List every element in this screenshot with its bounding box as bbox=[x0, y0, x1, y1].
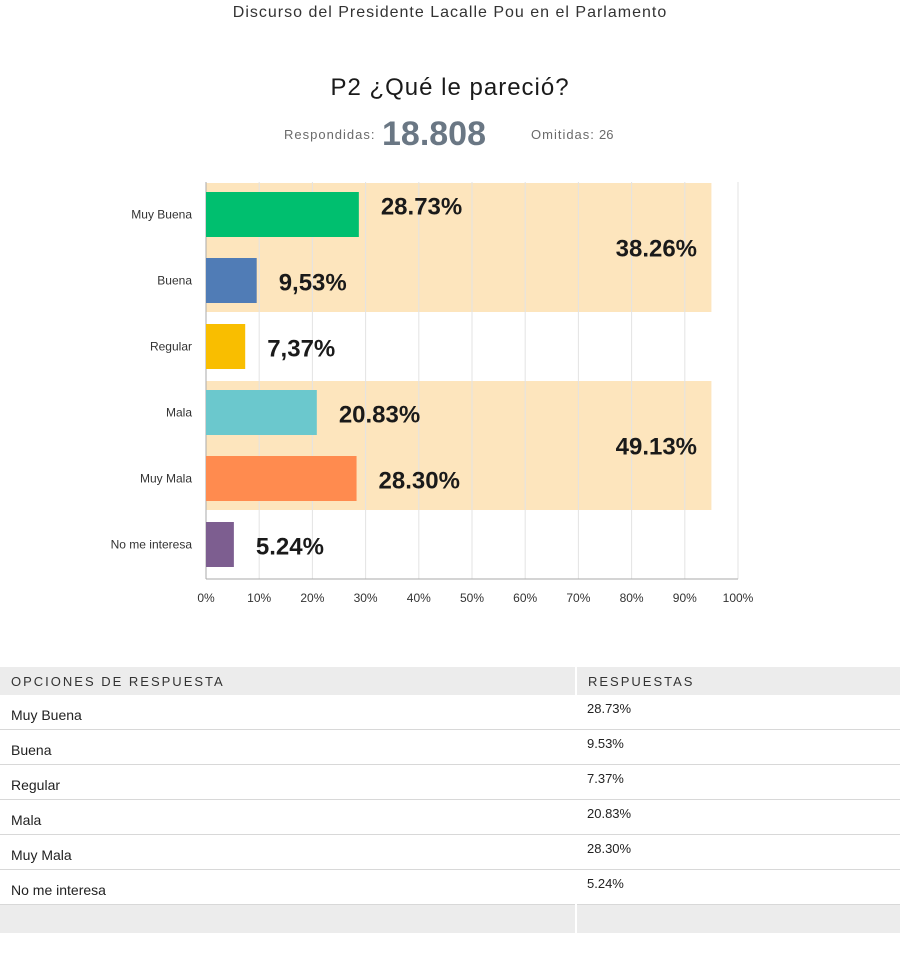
x-tick-label: 40% bbox=[407, 591, 431, 605]
table-row: No me interesa 5.24% bbox=[0, 869, 900, 905]
response-cell: 20.83% bbox=[576, 799, 900, 835]
bar bbox=[206, 192, 359, 237]
category-label: Muy Buena bbox=[131, 208, 192, 222]
bar bbox=[206, 258, 257, 303]
skipped-label: Omitidas: bbox=[531, 127, 595, 142]
answered-label: Respondidas: bbox=[284, 127, 376, 142]
table-row: Mala 20.83% bbox=[0, 799, 900, 835]
x-tick-label: 90% bbox=[673, 591, 697, 605]
bar bbox=[206, 324, 246, 369]
option-cell: Regular bbox=[0, 764, 576, 800]
survey-title: Discurso del Presidente Lacalle Pou en e… bbox=[232, 4, 668, 21]
bar bbox=[206, 456, 357, 501]
x-tick-label: 60% bbox=[513, 591, 537, 605]
option-cell: Mala bbox=[0, 799, 576, 835]
data-label: 7,37% bbox=[267, 336, 335, 363]
response-cell: 28.73% bbox=[576, 695, 900, 730]
header-responses: RESPUESTAS bbox=[575, 667, 900, 695]
x-tick-label: 20% bbox=[300, 591, 324, 605]
header-options: OPCIONES DE RESPUESTA bbox=[0, 667, 576, 695]
table-footer-row bbox=[0, 904, 900, 933]
answered-count: 18.808 bbox=[382, 115, 486, 153]
option-cell: Muy Buena bbox=[0, 695, 576, 730]
response-cell: 7.37% bbox=[576, 764, 900, 800]
bar bbox=[206, 390, 317, 435]
category-label: No me interesa bbox=[111, 538, 193, 552]
x-tick-label: 70% bbox=[566, 591, 590, 605]
bar bbox=[206, 522, 234, 567]
bar-chart: 0% 10% 20% 30% 40% 50% 60% 70% 80% 90% 100% Muy Bue… bbox=[111, 182, 754, 605]
category-label: Buena bbox=[157, 274, 192, 288]
response-cell: 28.30% bbox=[576, 834, 900, 870]
footer-cell bbox=[575, 904, 900, 933]
response-cell: 9.53% bbox=[576, 729, 900, 765]
option-cell: Muy Mala bbox=[0, 834, 576, 870]
skipped-count: 26 bbox=[599, 127, 614, 142]
question-title: P2 ¿Qué le pareció? bbox=[330, 74, 570, 101]
table-row: Muy Mala 28.30% bbox=[0, 834, 900, 870]
table-header-row: OPCIONES DE RESPUESTA RESPUESTAS bbox=[0, 667, 900, 695]
group-total-label: 38.26% bbox=[616, 236, 697, 263]
x-tick-label: 10% bbox=[247, 591, 271, 605]
table-row: Regular 7.37% bbox=[0, 764, 900, 800]
x-tick-label: 0% bbox=[197, 591, 215, 605]
category-label: Mala bbox=[166, 406, 192, 420]
x-tick-label: 80% bbox=[620, 591, 644, 605]
data-label: 28.30% bbox=[379, 468, 460, 495]
table-row: Muy Buena 28.73% bbox=[0, 695, 900, 730]
table-row: Buena 9.53% bbox=[0, 729, 900, 765]
group-total-label: 49.13% bbox=[616, 434, 697, 461]
footer-cell bbox=[0, 904, 576, 933]
category-label: Muy Mala bbox=[140, 472, 192, 486]
x-tick-label: 50% bbox=[460, 591, 484, 605]
option-cell: Buena bbox=[0, 729, 576, 765]
data-label: 20.83% bbox=[339, 402, 420, 429]
option-cell: No me interesa bbox=[0, 869, 576, 905]
x-tick-label: 100% bbox=[723, 591, 754, 605]
answers-table: OPCIONES DE RESPUESTA RESPUESTAS Muy Bue… bbox=[0, 667, 900, 933]
response-stats: Respondidas: 18.808 Omitidas: 26 bbox=[0, 115, 900, 155]
data-label: 5.24% bbox=[256, 534, 324, 561]
category-label: Regular bbox=[150, 340, 192, 354]
response-cell: 5.24% bbox=[576, 869, 900, 905]
x-tick-label: 30% bbox=[354, 591, 378, 605]
data-label: 28.73% bbox=[381, 194, 462, 221]
data-label: 9,53% bbox=[279, 270, 347, 297]
